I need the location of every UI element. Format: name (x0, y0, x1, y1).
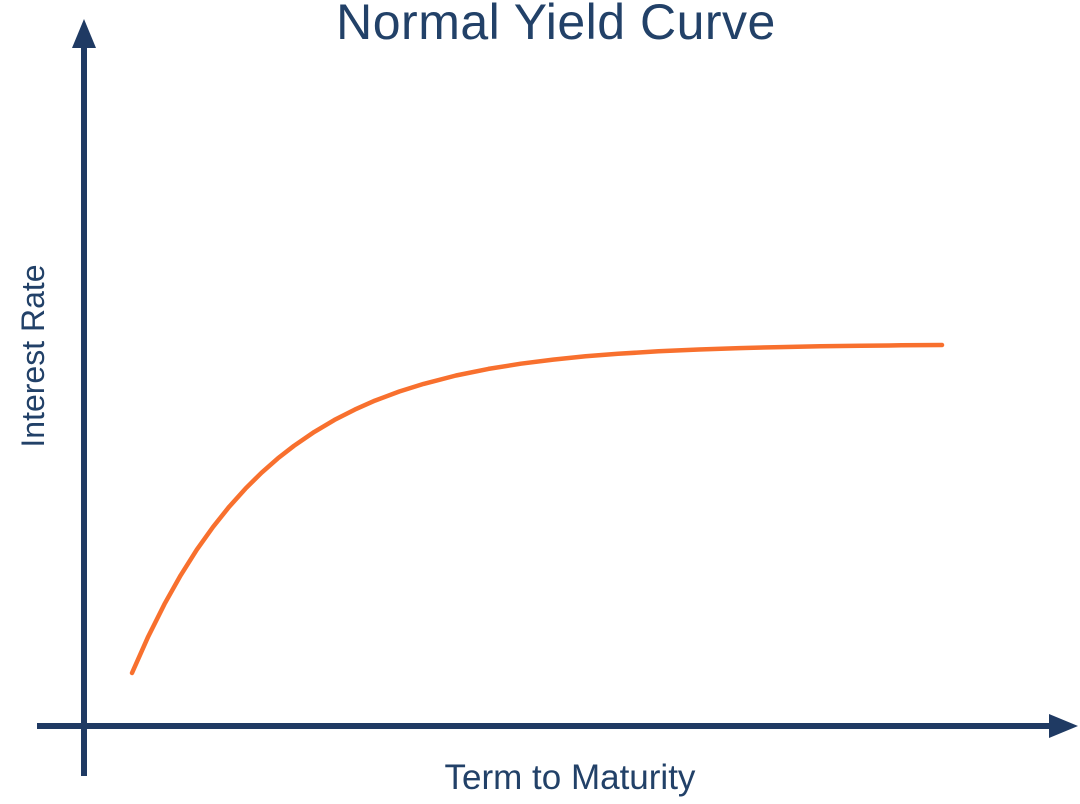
x-axis-label: Term to Maturity (444, 758, 696, 797)
yield-curve-line (129, 342, 945, 676)
y-axis-label: Interest Rate (15, 264, 51, 448)
x-axis-arrow-icon (1049, 714, 1078, 738)
y-axis-arrow-icon (72, 19, 96, 48)
chart-title: Normal Yield Curve (336, 0, 776, 50)
